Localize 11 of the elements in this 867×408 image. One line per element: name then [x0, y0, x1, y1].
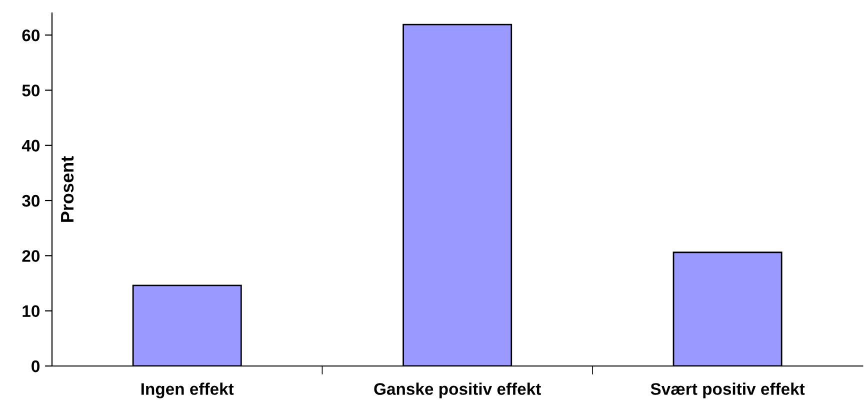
y-tick-label: 50: [22, 84, 40, 96]
x-tick-label: Svært positiv effekt: [650, 382, 805, 398]
y-tick-label: 30: [22, 194, 40, 207]
y-tick-label: 0: [32, 360, 40, 372]
x-tick-label: Ingen effekt: [141, 382, 234, 398]
x-tick-label: Ganske positiv effekt: [374, 382, 541, 398]
y-axis-title: Prosent: [61, 156, 74, 222]
y-tick-label: 60: [22, 29, 40, 42]
y-tick-label: 10: [22, 305, 40, 318]
y-tick-label: 20: [22, 250, 40, 262]
y-tick-label: 40: [22, 140, 40, 152]
